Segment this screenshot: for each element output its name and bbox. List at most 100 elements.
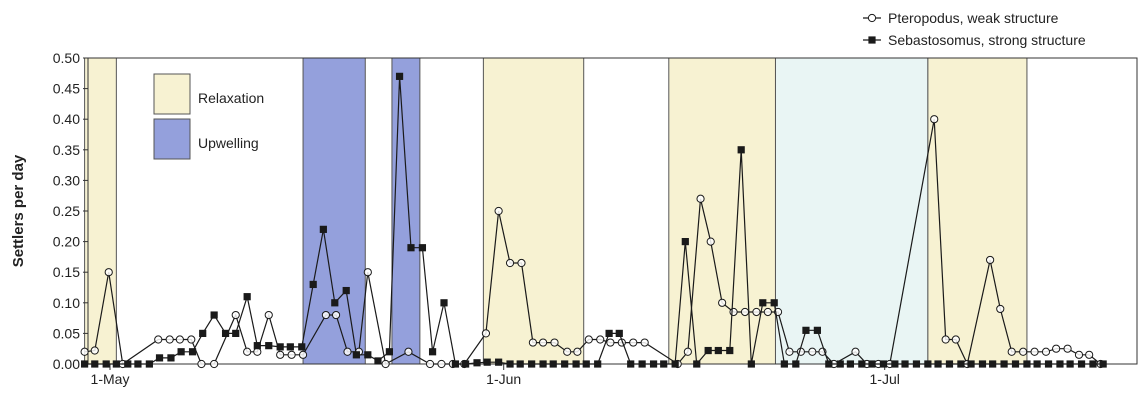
period-upwelling-2	[391, 57, 421, 365]
legend-marker-square	[868, 36, 876, 44]
data-point-circle	[951, 335, 960, 344]
data-point-circle	[1063, 344, 1072, 353]
data-point-circle	[517, 258, 526, 268]
data-point-square	[177, 348, 185, 356]
data-point-square	[276, 343, 284, 351]
data-point-square	[891, 360, 899, 368]
data-point-circle	[640, 338, 649, 347]
data-point-square	[704, 346, 712, 355]
data-point-circle	[941, 335, 950, 344]
data-point-square	[385, 348, 393, 356]
data-point-square	[167, 354, 175, 362]
data-point-square	[693, 360, 701, 368]
data-point-square	[638, 360, 646, 368]
data-point-square	[780, 360, 788, 368]
data-point-circle	[729, 307, 738, 317]
data-point-circle	[1041, 347, 1051, 356]
data-point-square	[1023, 360, 1031, 368]
period-relaxation-light-5	[774, 57, 929, 365]
data-point-square	[813, 326, 821, 334]
data-point-square	[879, 360, 888, 368]
data-point-square	[516, 360, 524, 368]
data-point-square	[957, 360, 965, 368]
legend-swatch-upwelling	[153, 118, 191, 160]
data-point-square	[112, 360, 120, 368]
data-point-square	[594, 360, 602, 368]
data-point-square	[967, 360, 975, 368]
data-point-square	[868, 360, 876, 368]
data-point-square	[836, 360, 844, 368]
data-point-circle	[298, 350, 308, 359]
x-tick-label: 1-May	[91, 371, 130, 387]
data-point-square	[243, 293, 251, 301]
data-point-circle	[606, 338, 615, 347]
data-point-square	[342, 286, 350, 295]
data-point-square	[989, 360, 997, 368]
data-point-circle	[1019, 347, 1028, 356]
data-point-square	[934, 360, 942, 368]
data-point-circle	[404, 347, 413, 356]
series-line	[84, 76, 1104, 366]
y-tick-label: 0.30	[53, 172, 80, 188]
data-point-square	[155, 354, 164, 362]
data-point-square	[145, 360, 153, 368]
data-point-circle	[718, 298, 727, 307]
series-1	[81, 72, 1107, 368]
data-point-circle	[573, 347, 582, 356]
y-tick-label: 0.40	[53, 111, 80, 127]
data-point-circle	[1030, 347, 1039, 356]
data-point-circle	[437, 359, 446, 369]
y-tick-label: 0.00	[53, 356, 80, 372]
data-point-square	[440, 299, 448, 307]
data-point-square	[714, 346, 722, 355]
data-point-square	[1089, 360, 1097, 368]
data-point-circle	[343, 347, 352, 356]
y-tick-label: 0.20	[53, 234, 80, 250]
data-point-square	[770, 299, 778, 307]
data-point-circle	[287, 350, 296, 359]
data-point-square	[901, 360, 909, 368]
data-point-square	[265, 342, 273, 350]
data-point-circle	[331, 310, 341, 320]
data-point-circle	[104, 268, 113, 277]
data-point-square	[352, 351, 360, 359]
data-point-square	[1000, 360, 1008, 368]
data-point-circle	[629, 338, 638, 347]
data-point-circle	[321, 310, 330, 320]
data-point-circle	[596, 335, 605, 344]
data-point-square	[221, 329, 230, 337]
data-point-circle	[528, 338, 538, 347]
data-point-square	[134, 360, 142, 368]
data-point-circle	[481, 329, 491, 338]
data-point-circle	[696, 194, 705, 203]
data-point-square	[418, 244, 427, 252]
data-point-square	[1056, 360, 1064, 368]
data-point-circle	[563, 347, 572, 356]
data-point-square	[395, 72, 404, 80]
data-point-square	[726, 346, 734, 355]
data-point-circle	[425, 359, 435, 369]
data-point-square	[1033, 360, 1041, 368]
data-point-square	[1077, 360, 1086, 368]
data-point-square	[91, 360, 99, 368]
data-point-square	[759, 299, 767, 307]
data-point-circle	[706, 237, 715, 246]
series-legend: Pteropodus, weak structure Sebastosomus, …	[863, 10, 1086, 48]
data-point-square	[428, 348, 437, 356]
data-point-circle	[986, 255, 995, 265]
data-point-circle	[381, 359, 390, 369]
data-point-square	[232, 329, 240, 337]
data-point-square	[561, 360, 569, 368]
data-point-circle	[175, 335, 184, 344]
data-point-circle	[538, 338, 548, 347]
data-point-square	[462, 360, 470, 368]
data-point-square	[495, 358, 503, 366]
data-point-square	[660, 360, 668, 368]
data-point-circle	[1085, 350, 1094, 359]
axes: 0.00 0.05 0.10 0.15 0.20 0.25 0.30 0.35 0.40 0.45…	[53, 50, 1138, 387]
data-point-circle	[550, 338, 559, 347]
data-point-circle	[154, 335, 163, 344]
y-tick-label: 0.25	[53, 203, 80, 219]
data-point-circle	[996, 304, 1005, 314]
